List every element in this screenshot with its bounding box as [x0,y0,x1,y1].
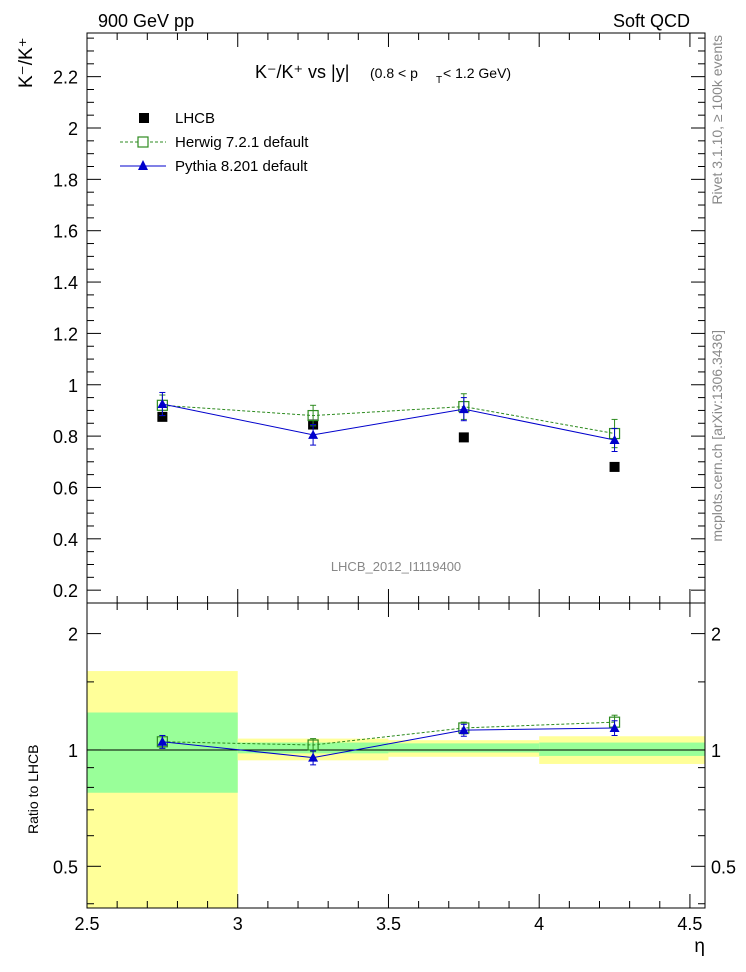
ratio-point-pythia [609,722,620,732]
legend-marker-herwig [137,136,149,148]
ratio-band-stat [539,742,705,756]
legend: LHCB Herwig 7.2.1 default Pythia 8.201 d… [120,110,309,175]
main-ytick-label: 1 [68,376,78,396]
main-ytick-label: 1.4 [53,273,78,293]
main-point-pythia [157,399,168,409]
ratio-x-tick-labels: 2.5 3 3.5 4 4.5 [74,914,702,934]
title-main: K⁻/K⁺ vs |y| [255,62,349,82]
main-y-tick-labels: 0.2 0.4 0.6 0.8 1 1.2 1.4 1.6 1.8 2 2.2 [53,68,78,602]
main-ytick-label: 1.2 [53,324,78,344]
rivet-version-label: Rivet 3.1.10, ≥ 100k events [709,35,725,205]
main-point-pythia [609,434,620,444]
main-point-data [157,411,168,422]
ratio-y-tick-labels: 0.5 0.5 1 1 2 2 [53,625,736,878]
ratio-y-axis-label: Ratio to LHCB [25,745,41,834]
mcplots-credit-label: mcplots.cern.ch [arXiv:1306.3436] [709,330,725,542]
legend-marker-pythia [138,160,148,170]
ratio-point-pythia [458,725,469,735]
main-ticks [86,33,705,604]
main-ytick-label: 0.2 [53,581,78,601]
ratio-point-herwig [307,739,319,751]
main-series-layer [156,391,621,472]
main-y-axis-label: K⁻/K⁺ [16,37,37,88]
ratio-frame [86,602,706,909]
title-cut-suffix: < 1.2 GeV) [443,65,511,81]
ratio-band-stat [87,712,238,793]
ratio-xtick-label: 4 [534,914,544,934]
ratio-ytick-label-left: 0.5 [53,857,78,877]
ratio-ytick-label-right: 2 [711,625,721,645]
ratio-line-herwig [162,721,615,746]
ratio-line-pythia [162,727,615,759]
ratio-band-stat [388,743,540,753]
ratio-xtick-label: 4.5 [677,914,702,934]
legend-label-herwig: Herwig 7.2.1 default [175,134,309,151]
main-ytick-label: 0.8 [53,427,78,447]
ratio-ylabel-text: Ratio to LHCB [25,745,41,834]
legend-label-data: LHCB [175,110,215,127]
main-panel: 0.2 0.4 0.6 0.8 1 1.2 1.4 1.6 1.8 2 2.2 K⁻/K⁺ K⁻/K… [16,32,706,604]
ratio-xtick-label: 3 [233,914,243,934]
ratio-point-pythia [308,752,319,762]
ratio-panel: 0.5 0.5 1 1 2 2 2.5 3 3.5 4 4.5 Ratio to LHCB η [25,602,736,957]
main-ytick-label: 2.2 [53,68,78,88]
analysis-tag: LHCB_2012_I1119400 [331,559,461,574]
main-ytick-label: 0.4 [53,530,78,550]
main-point-herwig [307,409,319,422]
ratio-xtick-label: 2.5 [74,914,99,934]
x-axis-label: η [694,936,705,957]
title-cut-prefix: (0.8 < p [370,65,418,81]
ratio-point-pythia [157,736,168,746]
main-ytick-label: 1.6 [53,222,78,242]
main-point-pythia [458,404,469,414]
main-ytick-label: 0.6 [53,478,78,498]
main-point-data [458,432,469,443]
main-ylabel-text: K⁻/K⁺ [16,37,37,88]
legend-marker-data [139,113,149,123]
main-point-pythia [308,429,319,439]
ratio-bands-layer [87,671,705,908]
main-ytick-label: 2 [68,119,78,139]
chart-title: K⁻/K⁺ vs |y| (0.8 < p T < 1.2 GeV) [255,62,511,86]
main-ytick-label: 1.8 [53,170,78,190]
ratio-ytick-label-right: 1 [711,741,721,761]
title-cut-sub: T [436,75,442,86]
ratio-ytick-label-right: 0.5 [711,857,736,877]
ratio-ytick-label-left: 1 [68,741,78,761]
main-line-herwig [162,404,615,435]
ratio-xtick-label: 3.5 [376,914,401,934]
main-line-pythia [162,403,615,441]
ratio-ytick-label-left: 2 [68,625,78,645]
header-collision-label: 900 GeV pp [98,11,194,31]
legend-label-pythia: Pythia 8.201 default [175,158,308,175]
main-point-data [609,461,620,472]
ratio-series-layer [156,714,621,766]
ratio-ticks [86,603,705,908]
header-process-label: Soft QCD [613,11,690,31]
